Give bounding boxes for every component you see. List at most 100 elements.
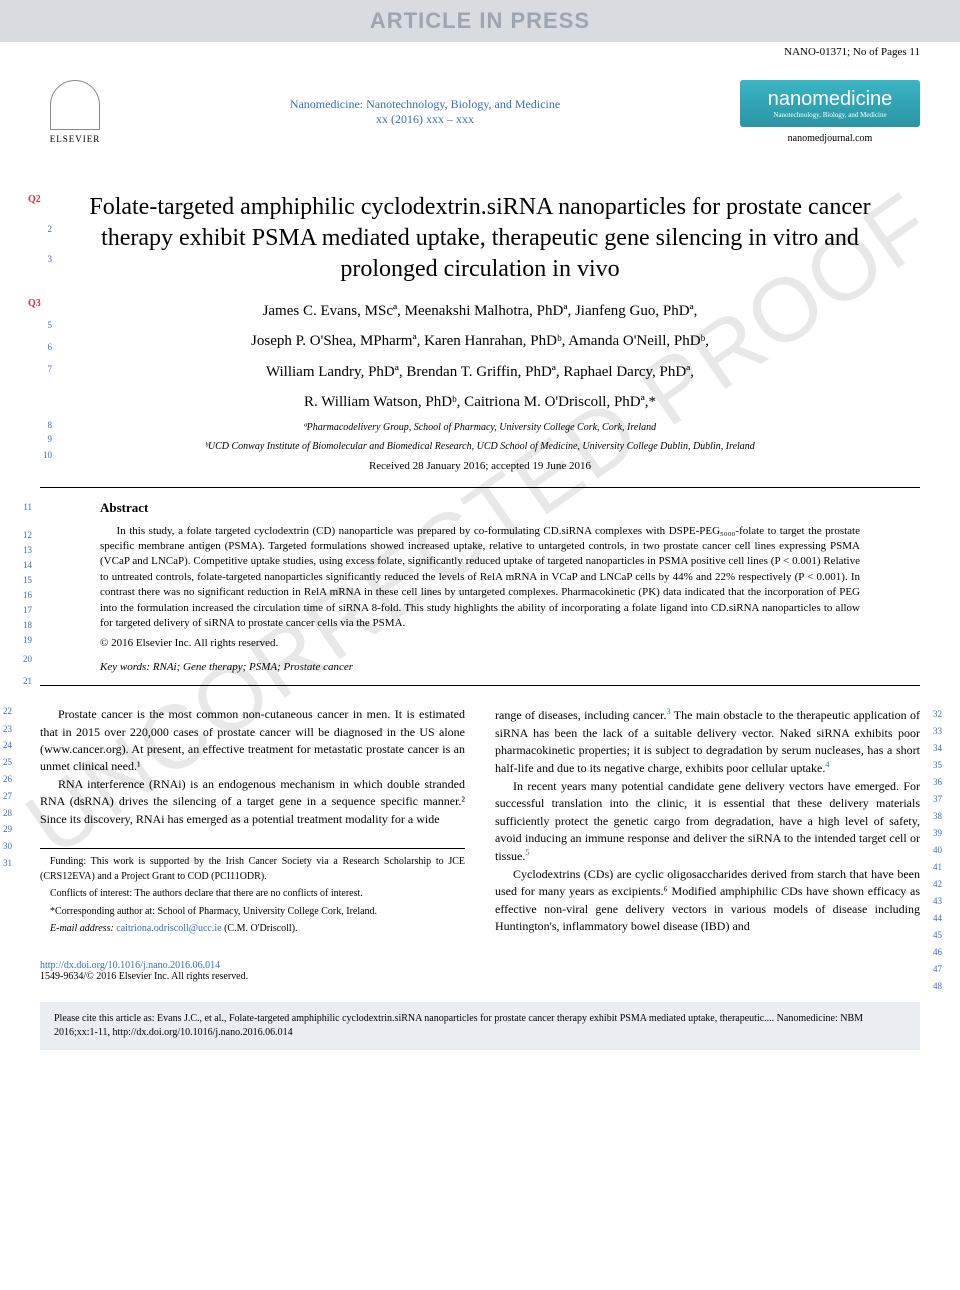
authors-line: R. William Watson, PhDᵇ, Caitriona M. O'… xyxy=(0,387,960,418)
body-span: In recent years many potential candidate… xyxy=(495,779,920,864)
doi-section: http://dx.doi.org/10.1016/j.nano.2016.06… xyxy=(0,960,960,992)
affiliation: ᵇUCD Conway Institute of Biomolecular an… xyxy=(0,437,960,456)
email-link[interactable]: caitriona.odriscoll@ucc.ie xyxy=(116,923,221,934)
nanomedicine-banner: nanomedicine Nanotechnology, Biology, an… xyxy=(740,80,920,127)
body-columns: 22 23 24 25 26 27 28 29 30 31 Prostate c… xyxy=(0,686,960,959)
keywords: Key words: RNAi; Gene therapy; PSMA; Pro… xyxy=(100,655,860,685)
line-number: 20 xyxy=(12,654,32,664)
line-number: 27 xyxy=(0,791,12,801)
line-number: 46 xyxy=(933,946,942,959)
query-marker-q2: Q2 xyxy=(28,194,41,205)
line-number: 47 xyxy=(933,963,942,976)
line-number: 9 xyxy=(32,434,52,444)
line-number: 13 xyxy=(12,545,32,555)
line-number: 33 xyxy=(933,725,942,738)
ref-link[interactable]: 5 xyxy=(525,848,529,857)
line-number: 28 xyxy=(0,808,12,818)
line-number: 44 xyxy=(933,912,942,925)
line-number: 40 xyxy=(933,844,942,857)
line-number: 34 xyxy=(933,742,942,755)
footnote-corresponding: *Corresponding author at: School of Phar… xyxy=(40,905,465,920)
body-paragraph: Prostate cancer is the most common non-c… xyxy=(40,706,465,776)
line-number: 43 xyxy=(933,895,942,908)
line-number: 25 xyxy=(0,757,12,767)
footnote-funding: Funding: This work is supported by the I… xyxy=(40,855,465,884)
line-number: 37 xyxy=(933,793,942,806)
line-number: 7 xyxy=(32,364,52,374)
body-paragraph: In recent years many potential candidate… xyxy=(495,778,920,866)
article-status-bar: ARTICLE IN PRESS xyxy=(0,0,960,42)
elsevier-logo: ELSEVIER xyxy=(40,72,110,152)
doi-copyright: 1549-9634/© 2016 Elsevier Inc. All right… xyxy=(40,971,920,982)
authors-line: James C. Evans, MScª, Meenakshi Malhotra… xyxy=(0,296,960,327)
nanomedicine-subtitle: Nanotechnology, Biology, and Medicine xyxy=(744,111,916,119)
keywords-text: RNAi; Gene therapy; PSMA; Prostate cance… xyxy=(153,661,353,673)
line-number: 5 xyxy=(32,320,52,330)
email-suffix: (C.M. O'Driscoll). xyxy=(224,923,297,934)
line-number: 6 xyxy=(32,342,52,352)
line-number: 17 xyxy=(12,605,32,615)
elsevier-text: ELSEVIER xyxy=(50,134,101,144)
line-number: 2 xyxy=(32,224,52,234)
manuscript-id: NANO-01371; No of Pages 11 xyxy=(0,42,960,62)
footnote-conflicts: Conflicts of interest: The authors decla… xyxy=(40,887,465,902)
email-label: E-mail address: xyxy=(50,923,114,934)
article-dates: Received 28 January 2016; accepted 19 Ju… xyxy=(0,456,960,487)
line-number: 3 xyxy=(32,254,52,264)
doi-link[interactable]: http://dx.doi.org/10.1016/j.nano.2016.06… xyxy=(40,960,920,971)
journal-info: Nanomedicine: Nanotechnology, Biology, a… xyxy=(290,97,560,127)
line-number: 29 xyxy=(0,824,12,834)
abstract-heading: Abstract xyxy=(100,488,860,524)
citation-box: Please cite this article as: Evans J.C.,… xyxy=(40,1002,920,1050)
footnote-email: E-mail address: caitriona.odriscoll@ucc.… xyxy=(40,922,465,937)
line-number: 22 xyxy=(0,706,12,716)
ref-link[interactable]: 4 xyxy=(825,760,829,769)
journal-name: Nanomedicine: Nanotechnology, Biology, a… xyxy=(290,97,560,112)
abstract-text: In this study, a folate targeted cyclode… xyxy=(100,524,860,632)
line-number: 30 xyxy=(0,841,12,851)
line-number: 41 xyxy=(933,861,942,874)
line-number: 19 xyxy=(12,635,32,645)
right-column: range of diseases, including cancer.3 Th… xyxy=(495,706,920,939)
journal-issue: xx (2016) xxx – xxx xyxy=(290,112,560,127)
affiliation: ªPharmacodelivery Group, School of Pharm… xyxy=(0,418,960,437)
authors-line: William Landry, PhDª, Brendan T. Griffin… xyxy=(0,357,960,388)
journal-header: ELSEVIER Nanomedicine: Nanotechnology, B… xyxy=(0,62,960,172)
line-number: 18 xyxy=(12,620,32,630)
left-column: Prostate cancer is the most common non-c… xyxy=(40,706,465,939)
authors-line: Joseph P. O'Shea, MPharmª, Karen Hanraha… xyxy=(0,326,960,357)
line-number: 12 xyxy=(12,530,32,540)
line-number: 48 xyxy=(933,980,942,993)
line-number: 38 xyxy=(933,810,942,823)
line-number: 23 xyxy=(0,724,12,734)
abstract-copyright: © 2016 Elsevier Inc. All rights reserved… xyxy=(100,631,860,655)
line-number: 36 xyxy=(933,776,942,789)
line-number: 31 xyxy=(0,858,12,868)
nanomedicine-logo: nanomedicine Nanotechnology, Biology, an… xyxy=(740,80,920,144)
line-number: 8 xyxy=(32,420,52,430)
article-title: Folate-targeted amphiphilic cyclodextrin… xyxy=(0,172,960,296)
line-number: 35 xyxy=(933,759,942,772)
line-number: 14 xyxy=(12,560,32,570)
line-number: 45 xyxy=(933,929,942,942)
line-number: 32 xyxy=(933,708,942,721)
keywords-label: Key words: xyxy=(100,661,150,673)
nanomedicine-title: nanomedicine xyxy=(744,88,916,111)
elsevier-tree-icon xyxy=(50,80,100,130)
body-span: range of diseases, including cancer. xyxy=(495,708,666,722)
footnotes: Funding: This work is supported by the I… xyxy=(40,848,465,937)
line-number: 26 xyxy=(0,774,12,784)
line-number: 10 xyxy=(32,450,52,460)
line-number: 24 xyxy=(0,740,12,750)
body-paragraph: RNA interference (RNAi) is an endogenous… xyxy=(40,776,465,828)
line-number: 42 xyxy=(933,878,942,891)
line-number: 15 xyxy=(12,575,32,585)
line-number: 16 xyxy=(12,590,32,600)
line-number: 11 xyxy=(12,502,32,512)
line-number: 21 xyxy=(12,676,32,686)
body-paragraph: Cyclodextrins (CDs) are cyclic oligosacc… xyxy=(495,866,920,936)
query-marker-q3: Q3 xyxy=(28,298,41,309)
line-number: 39 xyxy=(933,827,942,840)
nanomedicine-url: nanomedjournal.com xyxy=(740,133,920,144)
body-paragraph: range of diseases, including cancer.3 Th… xyxy=(495,706,920,778)
